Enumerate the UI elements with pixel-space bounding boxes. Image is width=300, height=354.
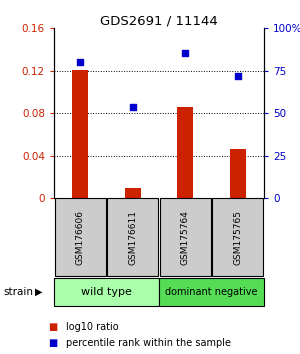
Bar — [177, 107, 193, 198]
Text: GSM176606: GSM176606 — [76, 210, 85, 265]
Text: GSM175764: GSM175764 — [181, 210, 190, 265]
Text: ■: ■ — [48, 338, 57, 348]
Point — [130, 104, 135, 110]
FancyBboxPatch shape — [107, 198, 158, 276]
Text: GSM176611: GSM176611 — [128, 210, 137, 265]
Title: GDS2691 / 11144: GDS2691 / 11144 — [100, 14, 218, 27]
Bar — [230, 149, 246, 198]
Text: strain: strain — [3, 287, 33, 297]
Text: log10 ratio: log10 ratio — [66, 322, 118, 332]
Bar — [72, 70, 88, 198]
Text: ▶: ▶ — [34, 287, 42, 297]
FancyBboxPatch shape — [212, 198, 263, 276]
Text: dominant negative: dominant negative — [165, 287, 258, 297]
FancyBboxPatch shape — [55, 198, 106, 276]
Point — [78, 59, 83, 65]
Point — [183, 50, 188, 56]
Text: wild type: wild type — [81, 287, 132, 297]
Text: percentile rank within the sample: percentile rank within the sample — [66, 338, 231, 348]
Bar — [125, 188, 141, 198]
FancyBboxPatch shape — [159, 278, 264, 306]
Text: GSM175765: GSM175765 — [233, 210, 242, 265]
FancyBboxPatch shape — [54, 278, 159, 306]
FancyBboxPatch shape — [160, 198, 211, 276]
Text: ■: ■ — [48, 322, 57, 332]
Point — [235, 73, 240, 79]
